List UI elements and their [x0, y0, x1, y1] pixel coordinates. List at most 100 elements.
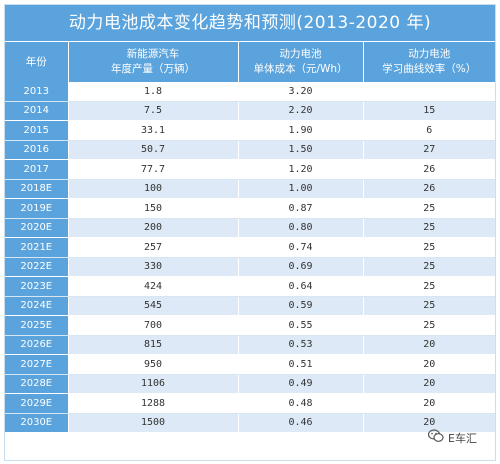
table-row: 2017 77.7 1.20 26: [5, 159, 495, 180]
header-output: 新能源汽车 年度产量（万辆）: [68, 41, 239, 82]
row-year: 2017: [5, 159, 69, 180]
table-row: 2022E 330 0.69 25: [5, 257, 495, 277]
row-output: 257: [68, 237, 239, 258]
row-cost: 0.46: [238, 413, 364, 433]
row-output: 700: [68, 315, 239, 336]
header-rate-line1: 动力电池: [408, 48, 451, 60]
row-cost: 0.49: [238, 374, 364, 394]
header-output-line1: 新能源汽车: [126, 48, 180, 60]
row-rate: 20: [363, 335, 495, 355]
row-rate: 20: [363, 413, 495, 433]
data-table-figure: 动力电池成本变化趋势和预测(2013-2020 年) 年份 新能源汽车 年度产量…: [4, 4, 496, 461]
row-output: 150: [68, 198, 239, 219]
table-row: 2019E 150 0.87 25: [5, 198, 495, 219]
row-rate: 25: [363, 237, 495, 258]
row-output: 330: [68, 257, 239, 277]
row-cost: 0.51: [238, 354, 364, 375]
row-output: 1500: [68, 413, 239, 433]
row-rate: 25: [363, 198, 495, 219]
row-rate: 25: [363, 218, 495, 238]
row-year: 2015: [5, 120, 69, 141]
row-rate: 25: [363, 315, 495, 336]
table-row: 2021E 257 0.74 25: [5, 237, 495, 258]
row-year: 2030E: [5, 413, 69, 433]
table-row: 2027E 950 0.51 20: [5, 354, 495, 375]
row-rate: 20: [363, 374, 495, 394]
header-row: 年份 新能源汽车 年度产量（万辆） 动力电池 单体成本（元/Wh） 动力电池 学…: [5, 41, 495, 82]
table-row: 2014 7.5 2.20 15: [5, 101, 495, 121]
watermark: E车汇: [427, 429, 477, 446]
header-year: 年份: [5, 41, 69, 82]
row-year: 2027E: [5, 354, 69, 375]
table-row: 2025E 700 0.55 25: [5, 315, 495, 336]
row-output: 77.7: [68, 159, 239, 180]
row-year: 2016: [5, 140, 69, 160]
header-rate-line2: 学习曲线效率（%）: [382, 63, 477, 75]
row-year: 2025E: [5, 315, 69, 336]
row-year: 2026E: [5, 335, 69, 355]
row-output: 815: [68, 335, 239, 355]
row-cost: 3.20: [238, 82, 364, 102]
table-row: 2023E 424 0.64 25: [5, 276, 495, 297]
row-cost: 0.74: [238, 237, 364, 258]
row-year: 2021E: [5, 237, 69, 258]
row-year: 2023E: [5, 276, 69, 297]
row-cost: 1.50: [238, 140, 364, 160]
row-rate: 20: [363, 393, 495, 414]
row-output: 1288: [68, 393, 239, 414]
row-rate: 27: [363, 140, 495, 160]
row-output: 7.5: [68, 101, 239, 121]
header-output-line2: 年度产量（万辆）: [111, 63, 195, 75]
row-rate: [363, 82, 495, 102]
table-row: 2020E 200 0.80 25: [5, 218, 495, 238]
row-cost: 0.53: [238, 335, 364, 355]
table-row: 2029E 1288 0.48 20: [5, 393, 495, 414]
row-output: 33.1: [68, 120, 239, 141]
row-cost: 0.48: [238, 393, 364, 414]
row-year: 2019E: [5, 198, 69, 219]
header-cost: 动力电池 单体成本（元/Wh）: [238, 41, 364, 82]
row-rate: 25: [363, 296, 495, 316]
row-cost: 0.87: [238, 198, 364, 219]
row-cost: 0.59: [238, 296, 364, 316]
table-row: 2024E 545 0.59 25: [5, 296, 495, 316]
header-cost-line2: 单体成本（元/Wh）: [253, 63, 348, 75]
row-output: 545: [68, 296, 239, 316]
row-rate: 26: [363, 179, 495, 199]
row-cost: 0.64: [238, 276, 364, 297]
row-cost: 0.55: [238, 315, 364, 336]
table-row: 2028E 1106 0.49 20: [5, 374, 495, 394]
table-row: 2013 1.8 3.20: [5, 82, 495, 102]
row-year: 2018E: [5, 179, 69, 199]
row-year: 2024E: [5, 296, 69, 316]
row-rate: 25: [363, 276, 495, 297]
row-rate: 15: [363, 101, 495, 121]
row-rate: 20: [363, 354, 495, 375]
row-rate: 26: [363, 159, 495, 180]
row-output: 100: [68, 179, 239, 199]
row-output: 50.7: [68, 140, 239, 160]
row-rate: 6: [363, 120, 495, 141]
table-row: 2018E 100 1.00 26: [5, 179, 495, 199]
row-cost: 1.90: [238, 120, 364, 141]
row-year: 2020E: [5, 218, 69, 238]
table-title: 动力电池成本变化趋势和预测(2013-2020 年): [5, 5, 495, 41]
row-year: 2022E: [5, 257, 69, 277]
row-output: 1106: [68, 374, 239, 394]
row-output: 200: [68, 218, 239, 238]
row-year: 2029E: [5, 393, 69, 414]
row-year: 2014: [5, 101, 69, 121]
row-output: 950: [68, 354, 239, 375]
header-cost-line1: 动力电池: [279, 48, 322, 60]
row-cost: 2.20: [238, 101, 364, 121]
row-cost: 1.20: [238, 159, 364, 180]
table-row: 2026E 815 0.53 20: [5, 335, 495, 355]
row-year: 2013: [5, 82, 69, 102]
watermark-text: E车汇: [448, 431, 477, 445]
row-output: 1.8: [68, 82, 239, 102]
row-cost: 0.80: [238, 218, 364, 238]
row-cost: 0.69: [238, 257, 364, 277]
wechat-icon: [427, 429, 444, 446]
table-row: 2016 50.7 1.50 27: [5, 140, 495, 160]
row-cost: 1.00: [238, 179, 364, 199]
